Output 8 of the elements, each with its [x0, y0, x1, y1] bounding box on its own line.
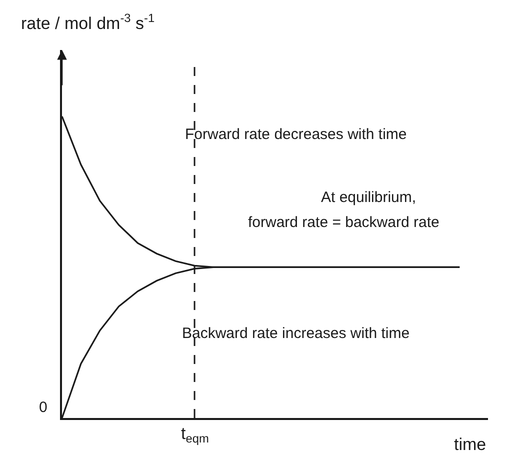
text: 0 — [39, 399, 48, 416]
annotation: Forward rate decreases with time — [185, 126, 407, 143]
y-axis-title: rate / mol dm$^{-3}$ s$^{-1}$ — [21, 11, 155, 34]
annotation: At equilibrium, — [321, 189, 416, 206]
x-axis-title: time — [454, 435, 486, 454]
annotation: forward rate = backward rate — [248, 214, 440, 231]
annotation: Backward rate increases with time — [182, 325, 410, 342]
text: t$_{eqm}$ — [181, 424, 209, 446]
